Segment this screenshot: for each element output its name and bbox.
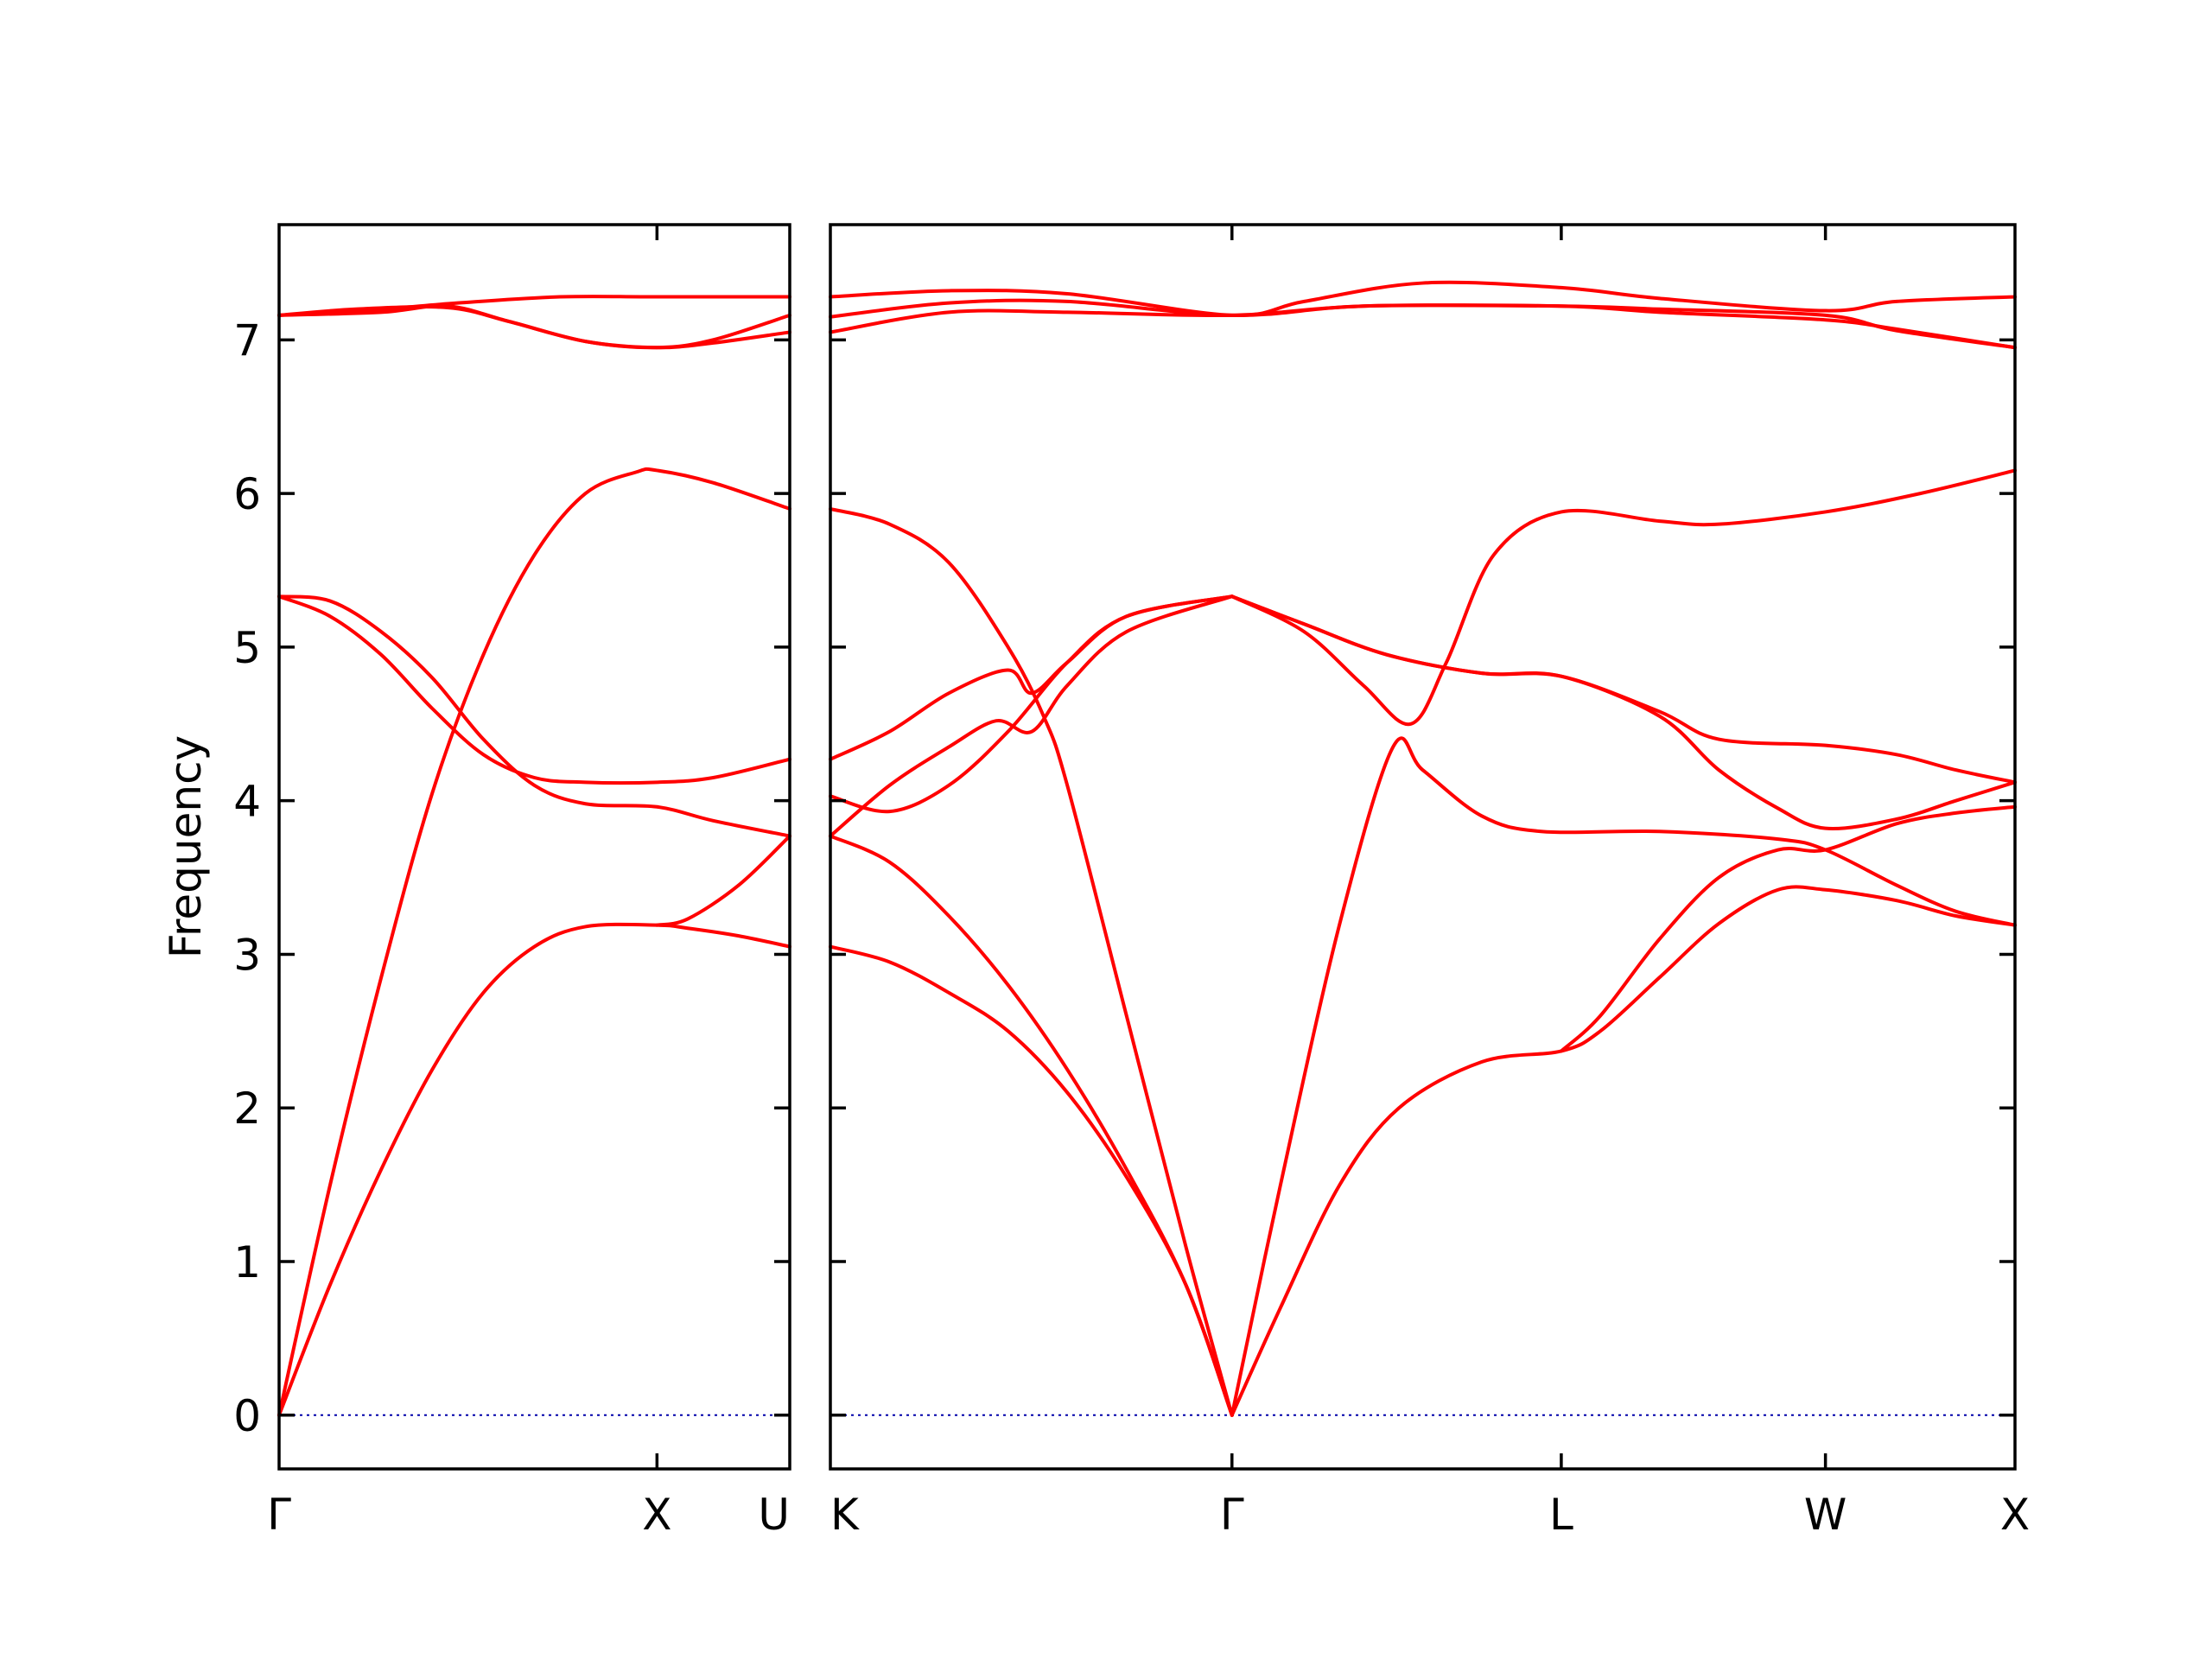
phonon-band-left-1 [277,922,791,1417]
y-tick-label-2: 2 [233,1084,261,1134]
y-tick-label-1: 1 [233,1237,261,1287]
y-tick-label-0: 0 [233,1391,261,1441]
axes-frame-right [829,223,2017,1471]
y-tick-label-6: 6 [233,469,261,519]
phonon-band-right-9 [1559,804,2017,1053]
phonon-band-right-6 [829,594,1234,761]
phonon-band-left-3 [277,594,791,785]
bands-layer [277,280,2017,1417]
y-tick-label-4: 4 [233,777,261,827]
y-axis-label: Frequency [161,735,211,958]
phonon-band-right-11 [1230,594,2017,831]
y-tick-label-7: 7 [233,315,261,365]
phonon-band-right-8 [1230,885,2017,1417]
x-tick-label-left-0: Γ [267,1490,291,1540]
y-tick-label-3: 3 [233,930,261,980]
phonon-band-right-4 [829,594,1234,814]
y-tick-label-5: 5 [233,623,261,673]
axes-frame-left [277,223,791,1471]
x-tick-label-left-1: X [642,1490,671,1540]
phonon-band-right-12 [1230,594,2017,785]
phonon-band-left-4 [277,594,791,838]
x-tick-label-right-2: L [1549,1490,1573,1540]
phonon-band-right-3 [829,506,1234,1417]
x-tick-label-right-1: Γ [1220,1490,1244,1540]
phonon-band-left-2 [277,467,791,1417]
phonon-band-right-2 [829,834,1234,1417]
x-tick-label-left-2: U [758,1490,790,1540]
phonon-band-right-10 [1230,468,2017,727]
phonon-band-left-8 [655,834,791,927]
phonon-band-right-15 [829,280,2017,317]
phonon-band-right-14 [829,298,2017,350]
phonon-band-left-7 [277,303,791,350]
axes-layer: Γ X U K Γ L W X 0 1 2 3 4 5 6 7 [233,223,2030,1540]
phonon-band-right-5 [829,594,1234,838]
phonon-band-right-7 [1230,736,2017,1417]
x-tick-label-right-0: K [830,1490,860,1540]
x-tick-label-right-3: W [1804,1490,1847,1540]
x-tick-label-right-4: X [2000,1490,2030,1540]
